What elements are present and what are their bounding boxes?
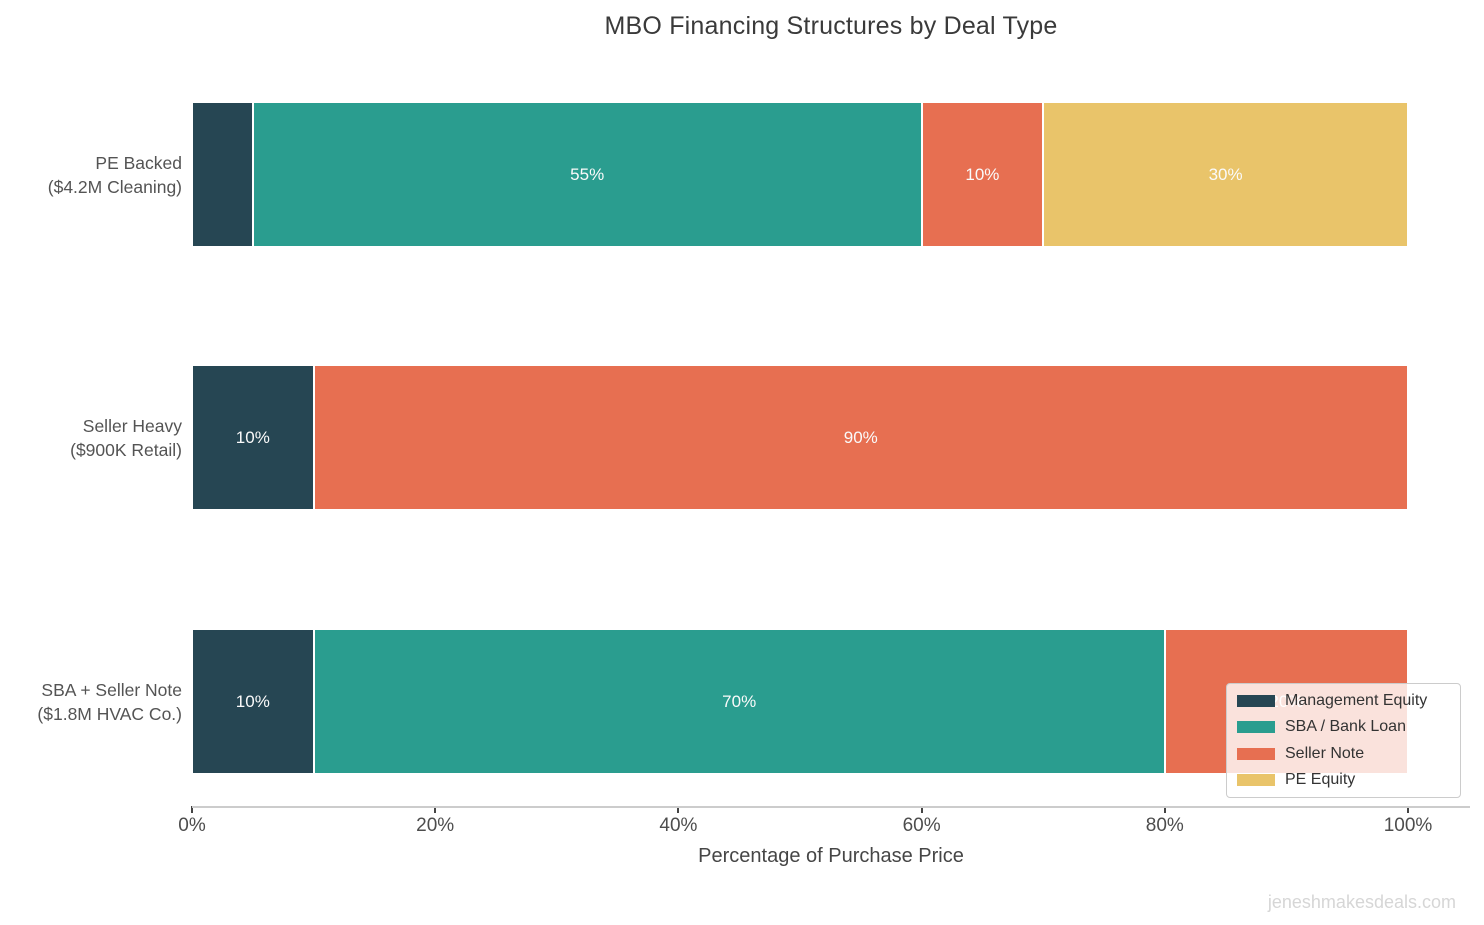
x-axis-tick-label: 100% — [1383, 815, 1433, 836]
x-axis-tick-label: 40% — [659, 815, 698, 836]
chart-title: MBO Financing Structures by Deal Type — [604, 12, 1058, 40]
bar-row: 55% 10% 30% — [192, 102, 1408, 247]
legend-label: PE Equity — [1285, 770, 1356, 788]
x-axis-tick-label: 0% — [178, 815, 206, 836]
x-axis-tick-label: 60% — [902, 815, 941, 836]
x-axis-tick-mark — [434, 806, 437, 813]
bar-value-label: 30% — [1208, 164, 1243, 184]
x-axis-title: Percentage of Purchase Price — [698, 845, 964, 867]
legend-label: Management Equity — [1285, 692, 1428, 709]
x-axis-tick-label: 20% — [416, 815, 455, 836]
legend-item: Seller Note — [1237, 745, 1450, 763]
bar-segment: 10% — [192, 365, 314, 510]
category-label: PE Backed ($4.2M Cleaning) — [47, 152, 182, 197]
bar-value-label: 10% — [235, 691, 270, 711]
x-axis-tick-mark — [191, 806, 193, 813]
bar-value-label: 70% — [722, 691, 757, 711]
legend-item: SBA / Bank Loan — [1237, 718, 1450, 736]
legend-item: PE Equity — [1237, 771, 1450, 789]
legend-item: Management Equity — [1237, 692, 1450, 710]
bar-value-label: 55% — [570, 164, 605, 184]
legend-label: SBA / Bank Loan — [1285, 718, 1406, 736]
bar-segment: 70% — [313, 629, 1165, 774]
bar-value-label: 10% — [965, 164, 1000, 184]
bar-segment — [192, 102, 253, 247]
bar-segment: 10% — [192, 629, 314, 774]
bar-segment: 55% — [252, 102, 922, 247]
bar-value-label: 10% — [235, 427, 270, 447]
x-axis-line — [192, 806, 1470, 808]
category-label: Seller Heavy ($900K Retail) — [70, 415, 182, 460]
bar-row: 10% 90% — [192, 365, 1408, 510]
legend-swatch — [1237, 773, 1275, 786]
legend-swatch — [1237, 721, 1275, 734]
legend: Management Equity SBA / Bank Loan Seller N… — [1226, 683, 1461, 798]
category-label: SBA + Seller Note ($1.8M HVAC Co.) — [37, 679, 182, 724]
bar-segment: 90% — [313, 365, 1408, 510]
x-axis-tick-mark — [1163, 806, 1166, 813]
watermark: jeneshmakesdeals.com — [1267, 892, 1456, 912]
legend-label: Seller Note — [1285, 744, 1365, 762]
legend-swatch — [1237, 695, 1275, 707]
x-axis-tick-mark — [920, 806, 923, 813]
bar-segment: 30% — [1043, 102, 1408, 247]
bar-segment: 10% — [921, 102, 1044, 247]
legend-swatch — [1237, 747, 1275, 760]
x-axis-tick-label: 80% — [1145, 815, 1184, 836]
x-axis-tick-mark — [677, 806, 680, 813]
bar-value-label: 90% — [843, 427, 878, 447]
x-axis-tick-mark — [1407, 806, 1409, 813]
